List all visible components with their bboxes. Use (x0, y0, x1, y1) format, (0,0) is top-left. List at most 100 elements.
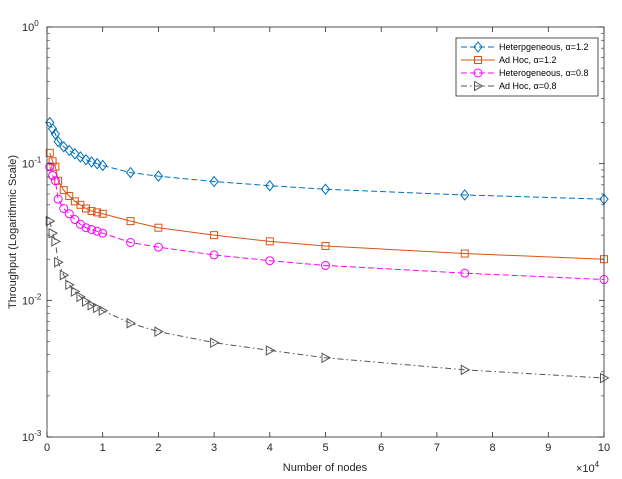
series-1-point (59, 140, 69, 153)
series-1-point (86, 156, 97, 168)
x-tick-label: 3 (211, 442, 217, 454)
series-2-point (59, 186, 68, 195)
series-3-point (265, 256, 275, 266)
series-4-point (87, 299, 98, 311)
y-tick-label: 10-1 (22, 156, 42, 171)
series-4-point (76, 291, 86, 303)
series-3-point (53, 194, 63, 204)
x-tick-label: 7 (434, 442, 440, 454)
y-tick-label: 10-3 (22, 429, 42, 444)
series-2-point (321, 241, 330, 250)
series-4-point (460, 364, 471, 376)
legend-entry-1: Heterpgeneous, α=1.2 (461, 41, 589, 53)
series-1-point (209, 175, 219, 188)
series-3-point (50, 176, 60, 186)
series-1-point (81, 153, 91, 166)
series-2-point (81, 204, 90, 213)
series-4-point (98, 305, 109, 317)
series-3-point (209, 250, 219, 260)
y-tick-label: 100 (22, 19, 39, 34)
series-3-point (81, 223, 91, 233)
legend-label: Heterpgeneous, α=1.2 (499, 42, 589, 52)
series-4-point (45, 215, 56, 227)
series-4 (45, 215, 610, 384)
x-tick-label: 6 (378, 442, 384, 454)
x-tick-label: 0 (44, 442, 50, 454)
series-3-point (59, 203, 69, 213)
series-4-line (49, 220, 605, 379)
series-3-point (98, 228, 108, 238)
x-tick-label: 10 (598, 442, 610, 454)
series-1-point (92, 157, 102, 170)
series-4-point (600, 372, 610, 384)
series-2-point (210, 231, 219, 240)
legend-entry-4: Ad Hoc, α=0.8 (461, 80, 557, 92)
series-2-point (93, 208, 102, 217)
legend-label: Ad Hoc, α=1.2 (499, 55, 557, 65)
y-axis-label: Throughput (Logarithmic Scale) (7, 155, 19, 309)
series-3-point (92, 226, 102, 236)
legend-marker (474, 80, 484, 92)
series-1 (45, 116, 609, 205)
series-3-line (49, 166, 605, 281)
x-tick-label: 9 (545, 442, 551, 454)
series-4-point (265, 345, 276, 356)
series-2-point (45, 148, 54, 157)
series-2-point (460, 249, 469, 258)
x-tick-label: 2 (155, 442, 161, 454)
series-3-point (70, 215, 80, 225)
axis-ticks: 0 1 2 3 4 5 6 7 8 9 10 10-3 10-2 10-1 100 (22, 19, 610, 454)
series-2-point (51, 162, 60, 171)
series-1-point (50, 128, 60, 140)
series-2-point (265, 237, 274, 246)
legend-entry-2: Ad Hoc, α=1.2 (461, 55, 557, 65)
series-4-point (51, 236, 61, 247)
series-4-point (48, 227, 59, 239)
series-1-point (460, 189, 470, 201)
series-1-point (320, 183, 331, 196)
y-tick-label: 10-2 (22, 292, 42, 307)
series-2-point (154, 223, 163, 232)
series-4-point (65, 279, 75, 291)
series-3 (45, 162, 609, 285)
series-layer (45, 116, 610, 384)
x-tick-label: 5 (322, 442, 328, 454)
series-1-point (47, 122, 58, 135)
series-1-point (153, 170, 164, 182)
series-1-point (75, 151, 86, 163)
series-1-point (98, 159, 108, 172)
series-4-point (93, 302, 103, 314)
series-2-point (126, 217, 135, 226)
x-tick-label: 4 (267, 442, 273, 454)
series-2-line (49, 152, 605, 260)
series-4-point (126, 317, 137, 329)
series-2-point (65, 191, 74, 200)
series-3-point (64, 209, 74, 219)
legend-marker (474, 56, 482, 64)
legend-label: Ad Hoc, α=0.8 (499, 81, 557, 91)
series-3-point (460, 268, 470, 278)
series-1-point (64, 144, 74, 157)
series-4-point (154, 326, 164, 338)
series-4-point (70, 286, 81, 297)
series-2-point (48, 157, 57, 166)
series-1-point (265, 179, 275, 192)
x-axis-multiplier: ×104 (576, 460, 600, 475)
series-4-point (210, 337, 220, 349)
series-4-point (81, 296, 92, 307)
series-2-point (87, 207, 96, 216)
series-3-point (48, 170, 58, 180)
x-axis-label: Number of nodes (283, 462, 368, 474)
series-4-point (54, 256, 64, 268)
x-tick-label: 1 (100, 442, 106, 454)
series-2 (45, 148, 608, 264)
legend-marker (473, 41, 483, 53)
series-4-point (321, 352, 332, 364)
series-4-point (59, 269, 70, 281)
series-3-point (45, 162, 55, 172)
x-tick-label: 8 (490, 442, 496, 454)
series-2-point (98, 209, 107, 218)
series-1-line (49, 122, 605, 200)
series-3-point (153, 242, 163, 252)
